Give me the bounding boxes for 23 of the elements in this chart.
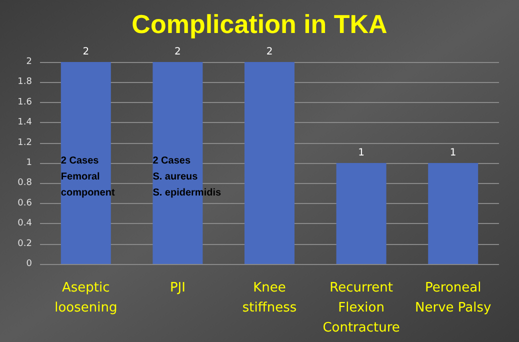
chart-title: Complication in TKA xyxy=(132,9,388,39)
y-tick-label: 0 xyxy=(26,259,32,269)
y-tick-label: 0.4 xyxy=(18,218,32,229)
y-tick-label: 1.4 xyxy=(18,118,32,128)
y-tick-label: 0.6 xyxy=(18,198,32,208)
y-tick-label: 1.8 xyxy=(18,77,32,88)
data-label: 2 xyxy=(82,46,90,58)
x-tick-label: Peroneal Nerve Palsy xyxy=(415,280,492,316)
y-tick-label: 0.2 xyxy=(18,238,32,249)
data-label: 2 xyxy=(174,46,181,58)
annotation: 2 Cases S. aureus S. epidermidis xyxy=(152,156,222,199)
y-tick-label: 0.8 xyxy=(18,178,32,188)
data-label: 2 xyxy=(266,46,273,58)
y-tick-label: 1.6 xyxy=(18,97,32,108)
data-label: 1 xyxy=(450,148,456,158)
data-label: 1 xyxy=(358,148,364,158)
y-tick-label: 1 xyxy=(26,158,32,168)
x-tick-label: Aseptic loosening xyxy=(54,280,118,316)
x-tick-label: Recurrent Flexion Contracture xyxy=(322,280,400,336)
x-tick-label: PJI xyxy=(170,280,186,296)
y-tick-label: 2 xyxy=(26,57,32,67)
x-tick-label: Knee stiffness xyxy=(242,280,297,316)
y-tick-label: 1.2 xyxy=(18,138,32,148)
